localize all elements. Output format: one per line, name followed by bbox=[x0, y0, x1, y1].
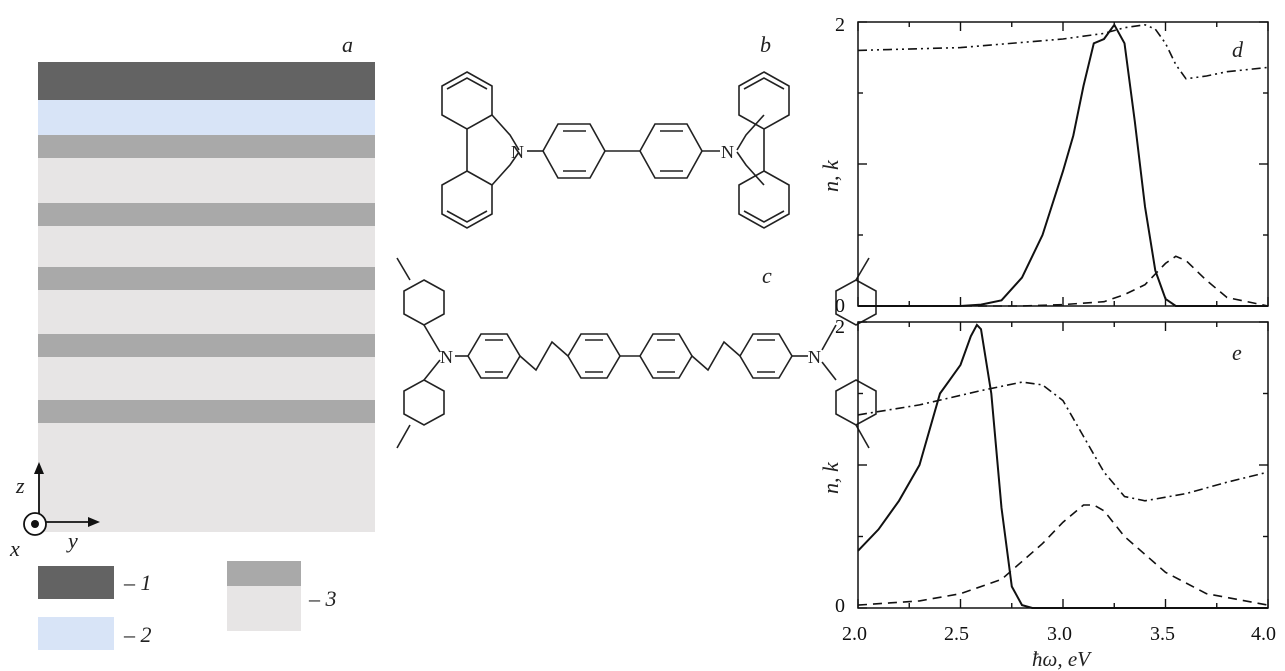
chart-d-ylabel: n, k bbox=[818, 159, 843, 192]
chart-e: 2 0 n, k e 2.0 2.5 3.0 3.5 4.0 ħω, eV bbox=[818, 316, 1276, 671]
chart-e-series-solid bbox=[857, 323, 1268, 609]
legend-label-2: – 2 bbox=[123, 622, 152, 647]
panel-e-label: e bbox=[1232, 340, 1242, 365]
z-axis-arrowhead bbox=[34, 462, 44, 474]
chart-d-ytick-min: 0 bbox=[835, 295, 845, 317]
chart-d-series-solid bbox=[858, 22, 1268, 307]
chart-e-xtick-0: 2.0 bbox=[842, 623, 867, 645]
chart-e-ytick-max: 2 bbox=[835, 316, 845, 338]
atom-n-c-left: N bbox=[440, 347, 453, 367]
layer-3-thin-3 bbox=[38, 267, 375, 290]
legend: – 1 – 2 – 3 bbox=[38, 561, 337, 650]
legend-swatch-1 bbox=[38, 566, 114, 599]
legend-swatch-3-dark bbox=[227, 561, 301, 586]
chart-e-ticks bbox=[857, 321, 1269, 609]
layer-3-thin-2 bbox=[38, 203, 375, 226]
panel-a-label: a bbox=[342, 32, 353, 57]
layer-3-thin-4 bbox=[38, 334, 375, 357]
legend-swatch-2 bbox=[38, 617, 114, 650]
molecule-b-structure: N N bbox=[441, 71, 790, 229]
chart-e-xtick-4: 4.0 bbox=[1251, 623, 1276, 645]
z-label: z bbox=[15, 473, 25, 498]
chart-d-ytick-max: 2 bbox=[835, 14, 845, 36]
chart-e-ylabel: n, k bbox=[818, 461, 843, 494]
molecule-c-structure: N N bbox=[396, 257, 877, 449]
layer-3-thin-5 bbox=[38, 400, 375, 423]
atom-n-left: N bbox=[511, 142, 524, 162]
panel-a: a z x y – 1 – 2 – 3 bbox=[9, 32, 375, 650]
x-axis-dot bbox=[31, 520, 39, 528]
chart-e-xtick-2: 3.0 bbox=[1047, 623, 1072, 645]
panel-c-label: c bbox=[762, 263, 772, 288]
panel-d-label: d bbox=[1232, 37, 1244, 62]
layer-2 bbox=[38, 100, 375, 135]
layer-3-thin-1 bbox=[38, 135, 375, 158]
chart-e-xtick-1: 2.5 bbox=[944, 623, 969, 645]
chart-d: 2 0 n, k d bbox=[818, 14, 1269, 317]
atom-n-right: N bbox=[721, 142, 734, 162]
legend-label-3: – 3 bbox=[308, 586, 337, 611]
chart-e-xlabel: ħω, eV bbox=[1032, 647, 1092, 671]
chart-e-series-dashed bbox=[857, 504, 1269, 606]
panel-c: c N bbox=[396, 257, 877, 449]
legend-swatch-3-light bbox=[227, 586, 301, 631]
coordinate-axes: z x y bbox=[9, 462, 100, 561]
chart-d-frame bbox=[857, 21, 1269, 307]
chart-d-ticks bbox=[857, 21, 1269, 307]
chart-e-xtick-3: 3.5 bbox=[1150, 623, 1175, 645]
chart-d-series-dashed bbox=[858, 255, 1269, 307]
layer-1 bbox=[38, 62, 375, 100]
x-label: x bbox=[9, 536, 20, 561]
chart-e-ytick-min: 0 bbox=[835, 595, 845, 617]
panel-b-label: b bbox=[760, 32, 771, 57]
chart-d-series-dash-dot bbox=[857, 23, 1269, 80]
legend-label-1: – 1 bbox=[123, 570, 152, 595]
atom-n-c-right: N bbox=[808, 347, 821, 367]
panel-b: b N N bbox=[441, 32, 790, 229]
y-axis-arrowhead bbox=[88, 517, 100, 527]
y-label: y bbox=[66, 528, 78, 553]
chart-e-series-dash-dot bbox=[857, 381, 1269, 502]
